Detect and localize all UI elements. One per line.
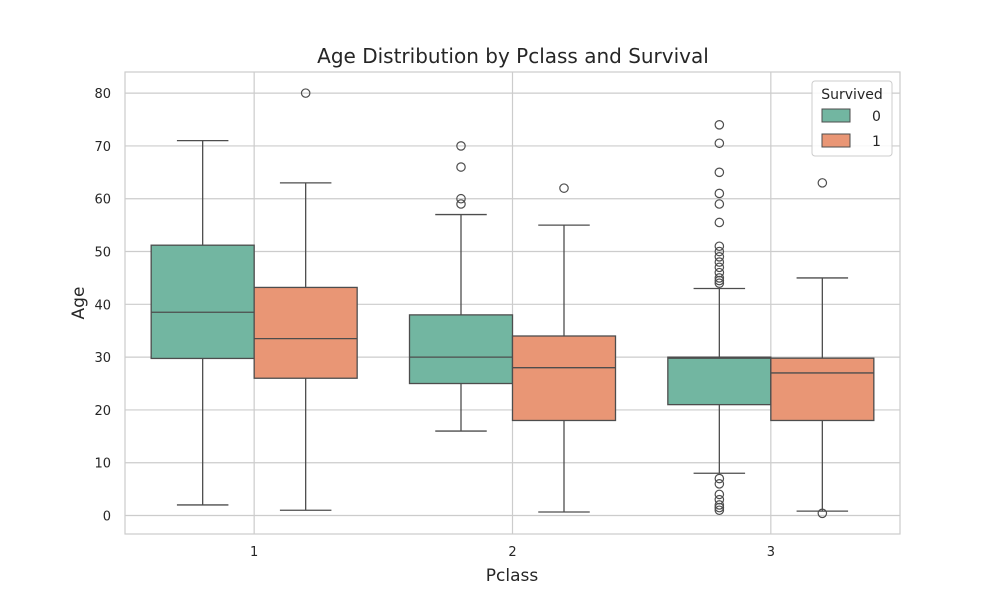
legend-swatch-1 <box>821 133 851 148</box>
box-plots <box>150 88 875 519</box>
outlier-point <box>714 167 725 178</box>
y-tick-label: 10 <box>94 457 111 472</box>
outlier-point <box>714 262 725 273</box>
outlier-point <box>714 138 725 149</box>
outlier-point <box>714 251 725 262</box>
legend: Survived 0 1 <box>811 80 893 157</box>
box-series-0-pclass-1 <box>150 139 255 506</box>
outlier-point <box>559 183 569 193</box>
legend-label-1: 1 <box>872 134 881 150</box>
outlier-point <box>714 188 725 199</box>
outlier-point <box>714 217 725 228</box>
iqr-box <box>408 314 514 385</box>
y-tick-label: 60 <box>94 193 111 208</box>
legend-swatch-0 <box>821 108 851 123</box>
x-tick-labels: 1 2 3 <box>250 545 775 560</box>
iqr-box <box>150 244 255 360</box>
y-tick-label: 40 <box>94 298 111 313</box>
outlier-point <box>714 278 725 288</box>
outlier-point <box>456 193 466 204</box>
outlier-point <box>714 494 725 505</box>
legend-title: Survived <box>821 87 882 103</box>
x-tick-label: 2 <box>508 545 516 560</box>
outlier-point <box>714 273 725 283</box>
outlier-point <box>714 489 725 500</box>
iqr-box <box>770 357 875 422</box>
outlier-point <box>714 241 725 252</box>
box-series-0-pclass-3 <box>667 120 772 516</box>
outlier-point <box>714 479 725 489</box>
outlier-point <box>817 508 828 519</box>
outlier-point <box>714 246 725 257</box>
outlier-point <box>714 505 725 516</box>
outlier-point <box>456 199 466 209</box>
outlier-point <box>714 267 725 278</box>
y-tick-label: 70 <box>94 140 111 155</box>
iqr-box <box>253 286 358 379</box>
y-tick-label: 0 <box>103 510 111 525</box>
box-series-1-pclass-3 <box>770 178 875 519</box>
x-tick-label: 3 <box>767 545 775 560</box>
outlier-point <box>456 162 466 172</box>
y-tick-labels: 0 10 20 30 40 50 60 70 80 <box>94 87 111 524</box>
y-tick-label: 20 <box>94 404 111 419</box>
outlier-point <box>300 88 311 98</box>
outlier-point <box>714 257 725 267</box>
x-tick-label: 1 <box>250 545 258 560</box>
legend-label-0: 0 <box>872 109 881 125</box>
outlier-point <box>714 199 725 209</box>
outlier-point <box>817 178 828 188</box>
box-series-0-pclass-2 <box>408 141 514 432</box>
box-series-1-pclass-2 <box>511 183 617 513</box>
y-tick-label: 50 <box>94 246 111 261</box>
y-tick-label: 80 <box>94 87 111 102</box>
y-axis-label: Age <box>69 287 89 320</box>
outlier-point <box>714 473 725 484</box>
box-series-1-pclass-1 <box>253 88 358 511</box>
outlier-point <box>456 141 466 151</box>
iqr-box <box>667 356 772 406</box>
y-tick-label: 30 <box>94 351 111 366</box>
iqr-box <box>511 335 617 422</box>
outlier-point <box>714 120 725 130</box>
chart-title: Age Distribution by Pclass and Survival <box>317 44 709 68</box>
outlier-point <box>714 500 725 510</box>
x-axis-label: Pclass <box>486 566 539 586</box>
